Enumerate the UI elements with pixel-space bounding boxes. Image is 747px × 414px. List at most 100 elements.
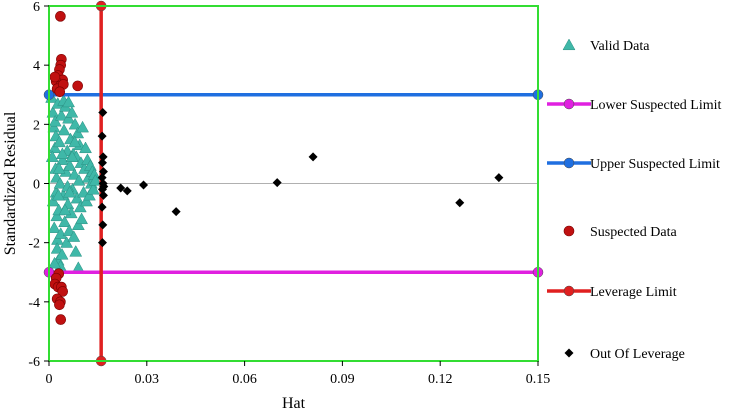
y-tick-label: 4 bbox=[33, 59, 40, 74]
valid-data-point bbox=[50, 242, 64, 254]
valid-data-point bbox=[68, 135, 82, 148]
out-of-leverage-point bbox=[308, 152, 318, 162]
out-of-leverage-point bbox=[272, 178, 282, 188]
out-of-leverage-point bbox=[98, 220, 108, 230]
out-of-leverage-point bbox=[116, 183, 126, 193]
valid-data-point bbox=[82, 188, 96, 201]
valid-data-point bbox=[88, 174, 102, 186]
valid-data-point bbox=[53, 135, 66, 148]
legend-swatch-marker bbox=[563, 98, 575, 110]
y-tick-label: 0 bbox=[33, 178, 40, 193]
x-tick-label: 0.12 bbox=[428, 372, 453, 387]
legend-swatch-marker bbox=[563, 157, 575, 169]
legend-label: Leverage Limit bbox=[590, 285, 677, 300]
valid-data-point bbox=[46, 194, 60, 207]
y-tick-label: -2 bbox=[28, 237, 40, 252]
out-of-leverage-point bbox=[98, 190, 108, 200]
legend-entry-out-of-leverage: Out Of Leverage bbox=[564, 347, 685, 362]
out-of-leverage-point bbox=[122, 186, 132, 196]
valid-data-point bbox=[52, 188, 65, 201]
x-tick-label: 0.15 bbox=[526, 372, 551, 387]
valid-data-point bbox=[55, 147, 69, 159]
suspected-data-point bbox=[54, 299, 65, 311]
valid-data-point bbox=[63, 185, 76, 198]
valid-data-point bbox=[58, 215, 72, 228]
suspected-data-point bbox=[49, 71, 61, 83]
valid-data-point bbox=[68, 168, 81, 180]
valid-data-point bbox=[86, 182, 100, 195]
suspected-data-point bbox=[55, 11, 66, 22]
out-of-leverage-point bbox=[97, 173, 107, 183]
out-of-leverage-point bbox=[99, 181, 109, 191]
x-axis-title: Hat bbox=[282, 395, 306, 412]
valid-data-point bbox=[70, 191, 84, 204]
x-tick-label: 0.09 bbox=[330, 372, 355, 387]
valid-data-point bbox=[47, 221, 61, 233]
legend-swatch-marker bbox=[563, 285, 575, 297]
legend-entry-suspected-data: Suspected Data bbox=[563, 225, 677, 240]
valid-data-point bbox=[53, 176, 67, 189]
y-axis-title: Standardized Residual bbox=[2, 111, 19, 255]
valid-data-point bbox=[73, 200, 87, 213]
valid-data-point bbox=[48, 114, 62, 127]
out-of-leverage-point bbox=[98, 108, 108, 117]
valid-data-point bbox=[63, 159, 77, 171]
valid-data-point bbox=[48, 141, 62, 154]
valid-data-point bbox=[54, 227, 68, 239]
out-of-leverage-point bbox=[97, 202, 107, 212]
legend-label: Valid Data bbox=[590, 39, 650, 54]
legend: Valid Data Lower Suspected Limit Upper Sus… bbox=[547, 38, 722, 362]
suspected-data-point bbox=[57, 286, 68, 297]
valid-data-point bbox=[65, 105, 79, 118]
valid-data-point bbox=[65, 150, 79, 162]
valid-data-point bbox=[80, 194, 93, 207]
valid-data-point bbox=[68, 117, 82, 130]
legend-label: Lower Suspected Limit bbox=[590, 98, 722, 113]
suspected-data-point bbox=[72, 80, 83, 92]
valid-data-point bbox=[71, 218, 85, 230]
valid-data-point bbox=[60, 236, 74, 248]
y-tick-label: -6 bbox=[28, 355, 40, 370]
valid-data-point bbox=[62, 95, 75, 108]
out-of-leverage-point bbox=[98, 152, 108, 162]
valid-data-point bbox=[47, 120, 61, 133]
suspected-data-point bbox=[55, 314, 67, 325]
legend-entry-upper-suspected-limit: Upper Suspected Limit bbox=[547, 157, 720, 172]
valid-data-point bbox=[55, 247, 69, 260]
valid-data-point bbox=[76, 120, 90, 133]
valid-data-point bbox=[69, 245, 83, 257]
out-of-leverage-point bbox=[97, 238, 107, 248]
legend-entry-leverage-limit: Leverage Limit bbox=[547, 285, 677, 300]
valid-data-point bbox=[72, 174, 86, 186]
legend-label: Out Of Leverage bbox=[590, 347, 685, 362]
out-of-leverage-point bbox=[97, 158, 107, 168]
valid-data-point bbox=[57, 123, 71, 136]
x-tick-label: 0 bbox=[46, 372, 53, 387]
valid-data-point bbox=[58, 203, 72, 216]
y-tick-label: -4 bbox=[28, 296, 40, 311]
out-of-leverage-point bbox=[171, 207, 181, 217]
out-of-leverage-point bbox=[98, 167, 108, 177]
out-of-leverage-point bbox=[139, 180, 149, 190]
valid-data-point bbox=[62, 224, 76, 236]
legend-entry-lower-suspected-limit: Lower Suspected Limit bbox=[547, 98, 722, 113]
axes: 0 0.03 0.06 0.09 0.12 0.15 -6 -4 -2 0 2 4 6 bbox=[28, 0, 550, 387]
valid-data-point bbox=[56, 153, 70, 165]
valid-data-point bbox=[62, 111, 75, 124]
valid-data-point bbox=[52, 162, 66, 174]
legend-label: Suspected Data bbox=[590, 225, 677, 240]
legend-swatch-marker bbox=[563, 225, 575, 237]
legend-swatch-marker bbox=[564, 348, 574, 358]
valid-data-point bbox=[75, 212, 89, 225]
out-of-leverage-point bbox=[97, 131, 107, 141]
y-tick-label: 2 bbox=[33, 118, 40, 133]
out-of-leverage-point bbox=[494, 173, 504, 183]
x-tick-label: 0.06 bbox=[232, 372, 257, 387]
out-of-leverage-point bbox=[455, 198, 465, 208]
valid-data-point bbox=[71, 126, 85, 139]
valid-data-point bbox=[48, 256, 61, 269]
valid-data-point bbox=[79, 141, 92, 154]
plot-area bbox=[43, 0, 544, 367]
valid-data-point bbox=[50, 209, 64, 222]
